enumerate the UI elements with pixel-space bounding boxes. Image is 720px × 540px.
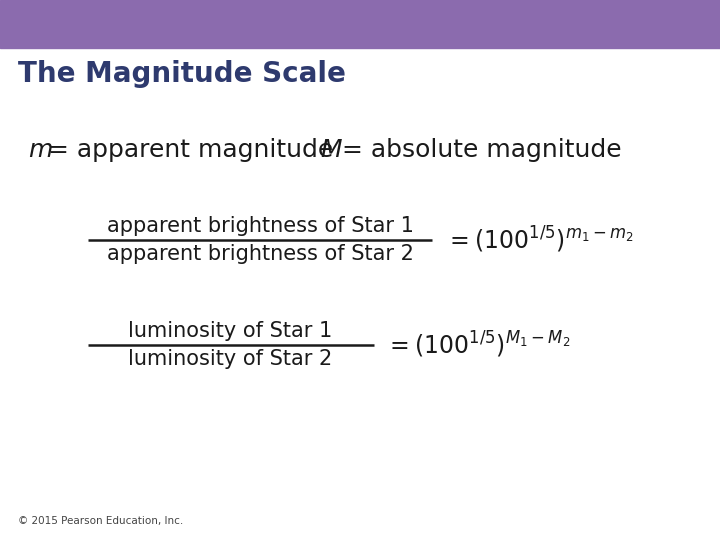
Text: $= (100^{1/5})^{M_1-M_2}$: $= (100^{1/5})^{M_1-M_2}$ (385, 330, 570, 360)
Text: $m$: $m$ (28, 138, 53, 162)
Text: $= (100^{1/5})^{m_1-m_2}$: $= (100^{1/5})^{m_1-m_2}$ (445, 225, 634, 255)
Bar (0, 0, 720, 48)
Text: $M$: $M$ (320, 138, 343, 162)
Text: luminosity of Star 2: luminosity of Star 2 (128, 349, 332, 369)
Text: = apparent magnitude: = apparent magnitude (48, 138, 333, 162)
Text: The Magnitude Scale: The Magnitude Scale (18, 60, 346, 88)
Text: © 2015 Pearson Education, Inc.: © 2015 Pearson Education, Inc. (18, 516, 184, 526)
Text: = absolute magnitude: = absolute magnitude (342, 138, 621, 162)
Text: luminosity of Star 1: luminosity of Star 1 (128, 321, 332, 341)
Text: apparent brightness of Star 1: apparent brightness of Star 1 (107, 216, 413, 236)
Text: apparent brightness of Star 2: apparent brightness of Star 2 (107, 244, 413, 264)
